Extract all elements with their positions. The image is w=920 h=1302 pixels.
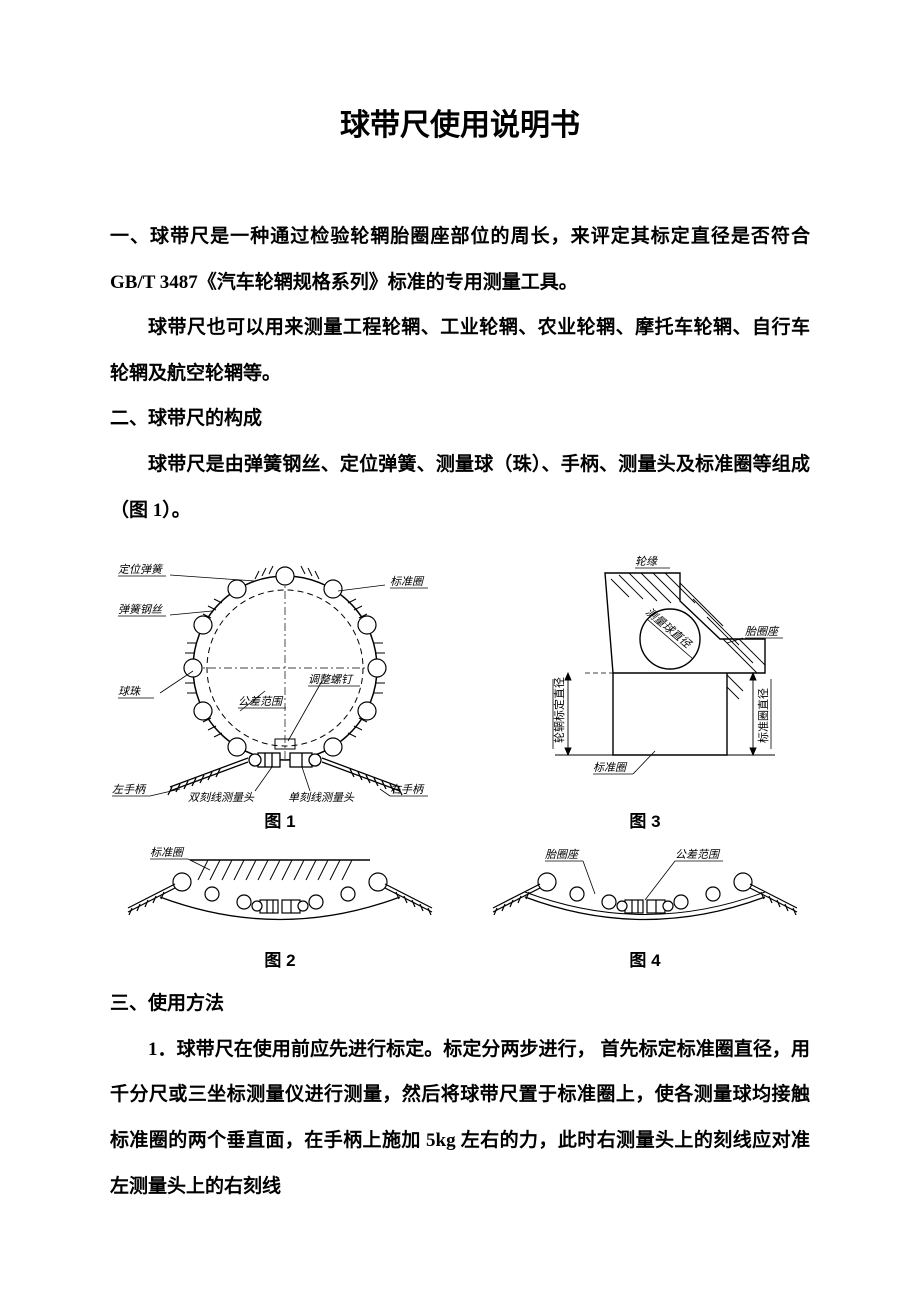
fig1-label-zuoshou: 左手柄 xyxy=(112,783,147,796)
paragraph-1: 一、球带尺是一种通过检验轮辋胎圈座部位的周长，来评定其标定直径是否符合 GB/T… xyxy=(110,214,810,305)
fig2-label-biaozhun: 标准圈 xyxy=(150,846,185,859)
figure-3: 轮缘 测量球直径 胎圈座 标准圈 轮辋标定直径 标准圈直径 图 3 xyxy=(480,543,810,832)
fig3-label-lunyuan: 轮缘 xyxy=(635,555,658,568)
fig1-label-youshou: 右手柄 xyxy=(390,783,425,796)
fig1-label-shuangke: 双刻线测量头 xyxy=(188,791,255,803)
figures-grid: 定位弹簧 弹簧钢丝 球珠 标准圈 调整螺钉 公差范围 左手柄 双刻线测量头 单刻… xyxy=(110,543,810,971)
figure-4-svg: 胎圈座 公差范围 xyxy=(485,842,805,942)
paragraph-3: 二、球带尺的构成 xyxy=(110,396,810,442)
fig1-label-tanhuang: 弹簧钢丝 xyxy=(118,603,163,616)
fig1-label-gongcha: 公差范围 xyxy=(238,695,284,708)
fig1-label-biaozhun: 标准圈 xyxy=(390,575,425,588)
figure-1-caption: 图 1 xyxy=(264,807,295,832)
figure-1-svg: 定位弹簧 弹簧钢丝 球珠 标准圈 调整螺钉 公差范围 左手柄 双刻线测量头 单刻… xyxy=(110,543,450,803)
fig3-label-biaozhun: 标准圈 xyxy=(593,761,628,774)
fig1-label-danke: 单刻线测量头 xyxy=(288,791,355,803)
paragraph-2: 球带尺也可以用来测量工程轮辋、工业轮辋、农业轮辋、摩托车轮辋、自行车轮辋及航空轮… xyxy=(110,305,810,396)
fig3-label-taiquan: 胎圈座 xyxy=(745,625,780,638)
figure-4: 胎圈座 公差范围 图 4 xyxy=(480,842,810,971)
fig3-label-lunwang: 轮辋标定直径 xyxy=(552,677,566,743)
figure-2: 标准圈 图 2 xyxy=(110,842,450,971)
fig1-label-qiuzhu: 球珠 xyxy=(118,685,141,698)
figure-3-caption: 图 3 xyxy=(629,807,660,832)
fig1-label-tiaozheng: 调整螺钉 xyxy=(308,673,354,686)
paragraph-6: 1．球带尺在使用前应先进行标定。标定分两步进行， 首先标定标准圈直径，用千分尺或… xyxy=(110,1027,810,1209)
fig3-label-biaozhunZhijing: 标准圈直径 xyxy=(756,688,770,743)
figure-2-svg: 标准圈 xyxy=(120,842,440,942)
figure-1: 定位弹簧 弹簧钢丝 球珠 标准圈 调整螺钉 公差范围 左手柄 双刻线测量头 单刻… xyxy=(110,543,450,832)
fig4-label-taiquan: 胎圈座 xyxy=(545,848,580,861)
figure-2-caption: 图 2 xyxy=(264,946,295,971)
figure-4-caption: 图 4 xyxy=(629,946,660,971)
paragraph-5: 三、使用方法 xyxy=(110,981,810,1027)
doc-title: 球带尺使用说明书 xyxy=(110,100,810,144)
paragraph-4: 球带尺是由弹簧钢丝、定位弹簧、测量球（珠）、手柄、测量头及标准圈等组成（图 1）… xyxy=(110,442,810,533)
fig4-label-gongcha: 公差范围 xyxy=(675,848,721,861)
fig1-label-dingwei: 定位弹簧 xyxy=(118,563,164,576)
figure-3-svg: 轮缘 测量球直径 胎圈座 标准圈 轮辋标定直径 标准圈直径 xyxy=(495,543,795,803)
